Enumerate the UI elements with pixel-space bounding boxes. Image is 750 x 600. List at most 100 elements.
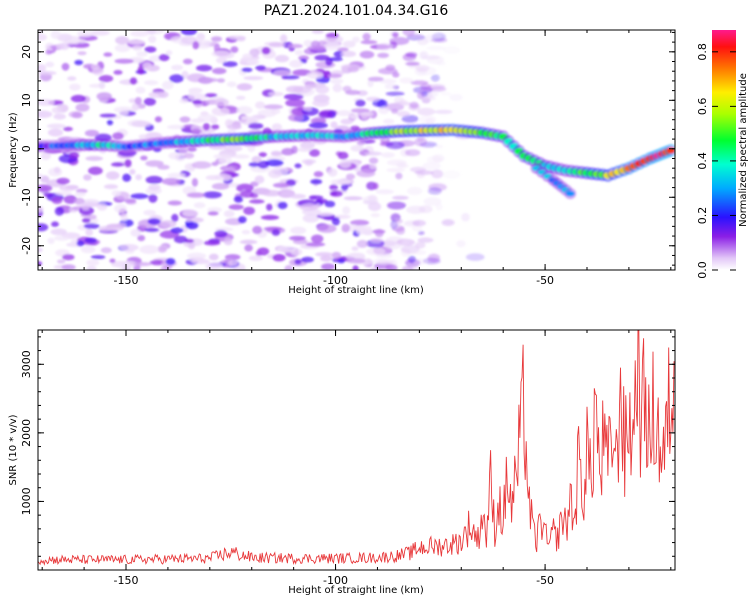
colorbar-label: Normalized spectral amplitude bbox=[738, 73, 749, 227]
spectrogram-noise-blob bbox=[248, 199, 265, 204]
spectrogram-noise-blob bbox=[51, 221, 59, 227]
spectrogram-noise-blob bbox=[149, 259, 166, 266]
spectrogram-noise-blob bbox=[342, 40, 356, 48]
spectrogram-noise-blob bbox=[129, 169, 136, 175]
spectrogram-noise-blob bbox=[329, 190, 343, 197]
y-tick-label: 2000 bbox=[20, 419, 33, 447]
spectrogram-noise-blob bbox=[337, 151, 349, 160]
spectrogram-noise-blob bbox=[137, 235, 146, 242]
y-tick-label: 20 bbox=[20, 45, 33, 59]
spectrogram-noise-blob bbox=[288, 43, 303, 49]
spectrogram-noise-blob bbox=[124, 159, 132, 168]
spectrogram-noise-blob bbox=[211, 67, 227, 75]
spectrogram-noise-blob bbox=[83, 174, 92, 181]
spectrogram-noise-blob bbox=[418, 230, 425, 236]
spectrogram-noise-blob bbox=[187, 147, 197, 152]
spectrogram-noise-blob bbox=[132, 45, 143, 51]
spectrogram-noise-blob bbox=[449, 93, 463, 102]
spectrogram-noise-blob bbox=[350, 219, 370, 226]
spectrogram-noise-blob bbox=[272, 254, 286, 262]
spectrogram-noise-blob bbox=[340, 118, 354, 125]
spectrogram-noise-blob bbox=[385, 141, 405, 150]
spectrogram-noise-blob bbox=[133, 262, 152, 267]
spectrogram-noise-blob bbox=[330, 78, 344, 85]
spectrogram-noise-blob bbox=[290, 193, 307, 199]
spectrogram-noise-blob bbox=[106, 224, 122, 229]
spectrogram-noise-blob bbox=[427, 84, 446, 90]
spectrogram-noise-blob bbox=[281, 148, 295, 156]
spectrogram-noise-blob bbox=[336, 110, 352, 117]
spectrogram-noise-blob bbox=[211, 183, 230, 190]
spectrogram-noise-blob bbox=[38, 33, 47, 41]
spectrogram-noise-blob bbox=[379, 79, 397, 84]
spectrogram-noise-blob bbox=[330, 121, 338, 129]
spectrogram-noise-blob bbox=[381, 152, 395, 158]
spectrogram-noise-blob bbox=[369, 157, 379, 164]
spectrogram-noise-blob bbox=[158, 54, 170, 62]
spectrogram-noise-blob bbox=[392, 32, 399, 38]
spectrogram-noise-blob bbox=[38, 64, 47, 73]
spectrogram-noise-blob bbox=[74, 197, 85, 205]
spectrogram-noise-blob bbox=[236, 83, 253, 91]
spectrogram-noise-blob bbox=[289, 235, 306, 241]
spectrogram-noise-blob bbox=[289, 59, 303, 68]
spectrogram-noise-blob bbox=[254, 175, 265, 184]
spectrogram-noise-blob bbox=[334, 214, 351, 219]
spectrogram-noise-blob bbox=[215, 57, 227, 64]
spectrogram-noise-blob bbox=[374, 228, 384, 238]
spectrogram-noise-blob bbox=[86, 265, 97, 270]
spectrogram-noise-blob bbox=[191, 161, 212, 169]
spectrogram-noise-blob bbox=[143, 97, 156, 106]
spectrogram-noise-blob bbox=[442, 170, 461, 179]
spectrogram-noise-blob bbox=[277, 201, 288, 210]
spectrogram-noise-blob bbox=[182, 209, 199, 217]
spectrogram-noise-blob bbox=[47, 128, 64, 137]
spectrogram-noise-blob bbox=[315, 252, 333, 257]
spectrogram-noise-blob bbox=[351, 246, 359, 251]
spectrogram-noise-blob bbox=[343, 196, 363, 201]
spectrogram-noise-blob bbox=[98, 81, 106, 90]
spectrogram-noise-blob bbox=[248, 162, 260, 168]
spectrogram-noise-blob bbox=[131, 57, 143, 63]
colorbar-gradient bbox=[712, 30, 736, 270]
spectrogram-noise-blob bbox=[242, 53, 253, 60]
spectrogram-noise-blob bbox=[356, 169, 376, 178]
spectrogram-noise-blob bbox=[367, 79, 374, 88]
spectrogram-noise-blob bbox=[38, 261, 43, 266]
spectrogram-noise-blob bbox=[114, 44, 131, 53]
spectrogram-noise-blob bbox=[441, 219, 455, 226]
spectrogram-noise-blob bbox=[69, 83, 81, 91]
spectrogram-noise-blob bbox=[427, 253, 440, 263]
spectrogram-noise-blob bbox=[97, 203, 108, 211]
spectrogram-noise-blob bbox=[188, 242, 196, 250]
spectrogram-noise-blob bbox=[412, 219, 427, 227]
spectrogram-noise-blob bbox=[63, 126, 73, 132]
spectrogram-noise-blob bbox=[266, 203, 273, 211]
spectrogram-noise-blob bbox=[316, 224, 337, 233]
spectrogram-noise-blob bbox=[113, 70, 123, 75]
spectrogram-noise-blob bbox=[77, 30, 93, 38]
spectrogram-noise-blob bbox=[165, 50, 173, 56]
spectrogram-noise-blob bbox=[384, 83, 397, 90]
spectrogram-noise-blob bbox=[347, 66, 359, 73]
spectrogram-noise-blob bbox=[205, 175, 221, 181]
spectrogram-noise-blob bbox=[119, 244, 139, 251]
spectrogram-noise-blob bbox=[38, 110, 53, 118]
spectrogram-y-ticks: 20 10 0 -10 -20 bbox=[20, 31, 675, 266]
spectrogram-noise-blob bbox=[417, 107, 436, 116]
spectrogram-noise-blob bbox=[430, 74, 440, 82]
spectrogram-noise-blob bbox=[396, 110, 411, 117]
spectrogram-noise-blob bbox=[145, 175, 163, 184]
spectrogram-noise-blob bbox=[345, 173, 356, 180]
spectrogram-noise-blob bbox=[238, 216, 247, 224]
spectrogram-noise-blob bbox=[213, 98, 229, 107]
ridge-core bbox=[666, 147, 675, 154]
spectrogram-noise-blob bbox=[323, 42, 341, 51]
spectrogram-noise-blob bbox=[395, 172, 403, 180]
spectrogram-noise-blob bbox=[170, 227, 184, 234]
spectrogram-noise-blob bbox=[426, 55, 445, 65]
spectrogram-noise-blob bbox=[377, 52, 389, 59]
spectrogram-noise-blob bbox=[243, 206, 256, 215]
x-tick-label: -150 bbox=[114, 574, 139, 587]
